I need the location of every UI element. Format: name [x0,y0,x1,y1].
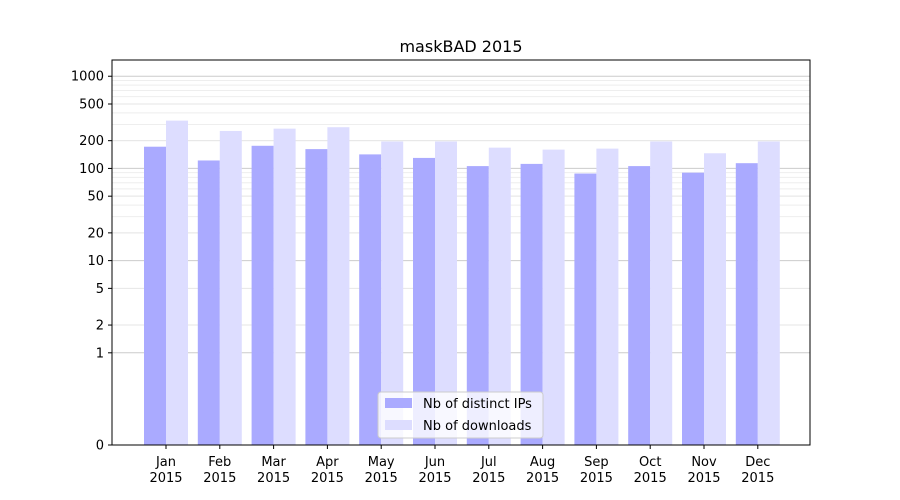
y-tick-label: 10 [87,254,104,269]
bar-downloads [542,149,565,445]
y-tick-label: 2 [96,319,104,334]
bar-downloads [704,153,726,445]
y-tick-label: 500 [79,97,104,112]
y-tick-label: 200 [79,134,104,149]
bar-downloads [273,128,296,445]
bar-downloads [596,148,619,445]
x-tick-label-month: Jun [424,455,445,470]
x-tick-label-year: 2015 [203,471,236,486]
y-tick-label: 50 [87,190,104,205]
bar-distinct-ips [628,166,651,446]
x-tick-label-year: 2015 [634,471,667,486]
y-tick-label: 1 [96,346,104,361]
bar-downloads [166,120,188,446]
x-tick-label-year: 2015 [149,471,182,486]
x-tick-label-month: Sep [584,455,609,470]
x-axis: Jan2015Feb2015Mar2015Apr2015May2015Jun20… [149,445,774,486]
bar-distinct-ips [359,154,382,445]
x-tick-label-month: Dec [745,455,770,470]
x-tick-label-month: Oct [639,455,661,470]
bar-downloads [219,130,242,445]
plot-frame [111,59,811,446]
x-tick-label-year: 2015 [580,471,613,486]
x-tick-label-year: 2015 [687,471,720,486]
bars [144,120,780,446]
bar-downloads [757,141,780,446]
chart-title: maskBAD 2015 [399,37,522,56]
bar-distinct-ips [144,146,166,446]
x-tick-label-year: 2015 [418,471,451,486]
x-tick-label-month: Apr [316,455,339,470]
x-tick-label-month: Jan [155,455,176,470]
x-tick-label-year: 2015 [741,471,774,486]
legend-label-downloads: Nb of downloads [423,419,532,434]
bar-distinct-ips [251,145,274,445]
legend: Nb of distinct IPs Nb of downloads [377,391,544,439]
legend-swatch-downloads [385,420,412,430]
x-tick-label-month: Feb [208,455,231,470]
y-tick-label: 0 [96,439,104,454]
x-tick-label-year: 2015 [365,471,398,486]
legend-box [377,391,544,439]
y-axis: 0 1 2 5 10 20 50 100 200 500 1000 [71,70,112,454]
x-tick-label-month: Nov [691,455,717,470]
bar-distinct-ips [520,163,543,445]
bar-distinct-ips [197,160,220,446]
bar-distinct-ips [413,157,435,446]
bar-downloads [381,141,404,446]
x-tick-label-year: 2015 [472,471,505,486]
x-tick-label-year: 2015 [311,471,344,486]
bar-downloads [435,141,457,446]
y-tick-label: 100 [79,162,104,177]
x-tick-label-year: 2015 [526,471,559,486]
y-tick-label: 5 [96,282,104,297]
x-tick-label-month: Mar [261,455,286,470]
bar-distinct-ips [735,163,758,445]
x-tick-label-month: Jul [480,455,497,470]
x-tick-label-month: Aug [530,455,555,470]
legend-swatch-ips [385,398,412,408]
bar-distinct-ips [574,173,597,445]
bar-downloads [488,147,511,445]
bar-distinct-ips [682,172,704,445]
y-tick-label: 20 [87,226,104,241]
x-tick-label-month: May [368,455,395,470]
bar-downloads [650,141,673,446]
x-tick-label-year: 2015 [257,471,290,486]
bar-distinct-ips [305,149,328,445]
y-tick-label: 1000 [71,70,104,85]
legend-label-ips: Nb of distinct IPs [423,397,532,412]
bar-downloads [327,127,350,446]
bar-distinct-ips [466,166,489,446]
